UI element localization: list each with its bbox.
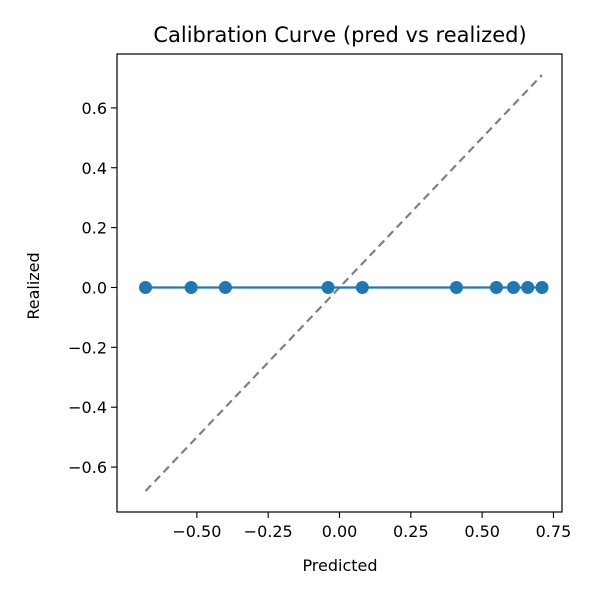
y-tick-label: 0.6: [82, 99, 107, 118]
y-tick-label: 0.0: [82, 278, 107, 297]
calibration-point: [355, 280, 369, 294]
calibration-point: [489, 280, 503, 294]
calibration-point: [139, 280, 153, 294]
x-tick-label: 0.25: [393, 522, 429, 541]
calibration-point: [218, 280, 232, 294]
y-axis: −0.6 −0.4 −0.2 0.0 0.2 0.4 0.6: [68, 99, 117, 477]
y-axis-label: Realized: [24, 252, 43, 319]
y-tick-label: −0.2: [68, 338, 107, 357]
plot-area: [139, 74, 549, 492]
x-axis-label: Predicted: [302, 556, 377, 575]
calibration-point: [449, 280, 463, 294]
chart-title: Calibration Curve (pred vs realized): [153, 23, 526, 47]
x-tick-label: 0.50: [464, 522, 500, 541]
y-tick-label: 0.2: [82, 219, 107, 238]
x-tick-label: −0.25: [244, 522, 293, 541]
x-tick-label: 0.00: [322, 522, 358, 541]
calibration-point: [184, 280, 198, 294]
calibration-point: [535, 280, 549, 294]
y-tick-label: −0.4: [68, 398, 107, 417]
x-tick-label: −0.50: [172, 522, 221, 541]
calibration-point: [321, 280, 335, 294]
calibration-point: [521, 280, 535, 294]
x-axis: −0.50 −0.25 0.00 0.25 0.50 0.75: [172, 512, 571, 541]
x-tick-label: 0.75: [536, 522, 572, 541]
reference-diagonal-line: [144, 74, 543, 492]
y-tick-label: 0.4: [82, 159, 107, 178]
calibration-point: [507, 280, 521, 294]
y-tick-label: −0.6: [68, 458, 107, 477]
